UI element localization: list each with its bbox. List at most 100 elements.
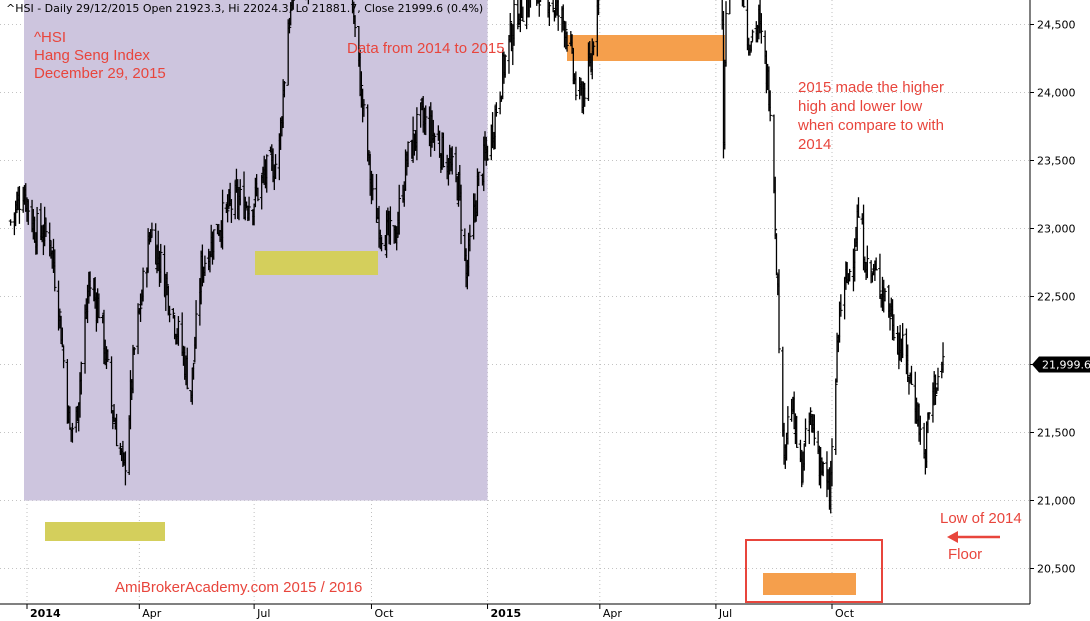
ohlc-bar (388, 206, 393, 245)
ohlc-bar (883, 288, 887, 302)
ohlc-bar (17, 186, 22, 224)
y-axis-ticks: 20,50021,00021,50022,00022,50023,00023,5… (1030, 19, 1076, 576)
y-tick-label: 23,500 (1037, 155, 1076, 168)
ohlc-bar (8, 219, 13, 226)
ohlc-bar (839, 294, 843, 317)
y-tick-label: 20,500 (1037, 563, 1076, 576)
ohlc-bar (538, 0, 542, 17)
ohlc-bar (498, 91, 502, 115)
ohlc-bar (441, 132, 446, 168)
ohlc-bar (225, 194, 230, 223)
ohlc-bar (869, 260, 873, 284)
arrow-left-icon (947, 531, 1000, 543)
low-2015-box (763, 573, 856, 595)
ohlc-bar (26, 200, 31, 225)
ohlc-bar (556, 0, 560, 31)
ohlc-bar (459, 184, 463, 245)
range-note: Data from 2014 to 2015 (347, 40, 505, 57)
comment-line-4: 2014 (798, 136, 831, 153)
x-axis-ticks: 2014 Apr Jul Oct 2015 Apr Jul Oct (26, 604, 855, 620)
ohlc-bar (211, 229, 216, 260)
ohlc-bar (476, 171, 481, 187)
ohlc-bar (529, 0, 532, 8)
ohlc-bar (220, 189, 225, 250)
low-2015-frame (745, 539, 883, 603)
ohlc-bar (874, 257, 878, 271)
ohlc-bar (167, 305, 172, 323)
ohlc-bar (374, 174, 379, 223)
ohlc-bar (203, 255, 207, 277)
ohlc-bar (538, 0, 542, 3)
ohlc-bar (941, 342, 945, 373)
x-tick-label: Apr (142, 607, 162, 620)
floor-label: Floor (948, 546, 982, 563)
last-price-label: 21,999.6 (1042, 359, 1090, 372)
ohlc-bar (741, 0, 746, 8)
ohlc-bar (521, 6, 525, 22)
ohlc-bar (109, 356, 114, 414)
ohlc-bar (42, 206, 47, 247)
high-2014-box (255, 251, 378, 275)
ohlc-bar (141, 267, 145, 302)
ohlc-bar (918, 415, 923, 445)
ohlc-bar (70, 422, 75, 443)
ohlc-bar (191, 362, 196, 380)
y-tick-label: 23,000 (1037, 223, 1076, 236)
ohlc-bar (423, 105, 428, 136)
ohlc-bar (406, 141, 410, 168)
ohlc-bar (52, 249, 57, 292)
low-of-2014-label: Low of 2014 (940, 510, 1022, 527)
ohlc-bar (768, 90, 772, 122)
ohlc-bar (247, 196, 251, 221)
axes (0, 0, 1031, 605)
ohlc-bar (432, 133, 437, 152)
ohlc-bar (282, 81, 287, 98)
x-tick-label: Oct (835, 607, 855, 620)
ohlc-bar (172, 314, 177, 340)
ohlc-bar (852, 238, 857, 282)
ohlc-bar (370, 173, 375, 201)
comment-line-1: 2015 made the higher (798, 79, 944, 96)
comment-line-2: high and lower low (798, 98, 922, 115)
ohlc-bar (724, 1, 728, 67)
ohlc-bar (508, 13, 513, 43)
ohlc-bar (176, 316, 181, 346)
ohlc-bar (114, 413, 119, 447)
y-tick-label: 21,000 (1037, 495, 1076, 508)
comment-line-3: when compare to with (797, 117, 944, 134)
ohlc-bar (574, 71, 578, 101)
ohlc-bar (362, 99, 366, 117)
y-tick-label: 22,500 (1037, 291, 1076, 304)
ohlc-bar (450, 146, 455, 175)
price-bars (8, 0, 945, 514)
ohlc-bar (185, 347, 190, 390)
ohlc-bar (238, 179, 243, 206)
highlight-2014-region (24, 0, 488, 501)
ohlc-bar (88, 271, 92, 297)
ohlc-bar (727, 0, 731, 15)
ohlc-bar (591, 41, 596, 56)
ohlc-bar (61, 345, 66, 369)
ohlc-bar (926, 412, 930, 434)
ohlc-bar (132, 347, 137, 355)
ohlc-bar (518, 0, 521, 33)
ohlc-bar (803, 418, 808, 447)
ohlc-bar (888, 303, 892, 331)
date-label: December 29, 2015 (34, 65, 166, 82)
ohlc-bar (503, 54, 508, 78)
ohlc-bar (60, 327, 65, 348)
ohlc-bar (596, 0, 600, 16)
last-price-tag: 21,999.6 (1032, 356, 1090, 373)
region-2014 (24, 0, 488, 501)
symbol-label: ^HSI (34, 29, 66, 46)
ohlc-bar (394, 226, 399, 251)
ohlc-bar (865, 245, 870, 279)
y-tick-label: 24,000 (1037, 87, 1076, 100)
ohlc-bar (415, 107, 419, 161)
ohlc-bar (936, 367, 940, 391)
ohlc-bar (830, 438, 834, 487)
ohlc-bar (909, 365, 914, 385)
ohlc-bar (786, 406, 790, 445)
x-tick-label: Apr (603, 607, 623, 620)
